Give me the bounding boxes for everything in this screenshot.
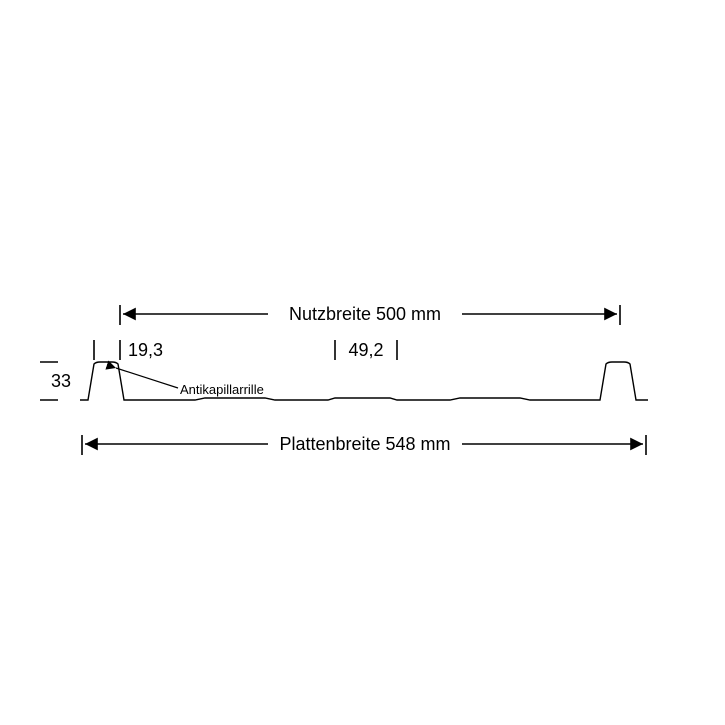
antikapillarrille-callout: Antikapillarrille (116, 368, 264, 397)
dim-plattenbreite: Plattenbreite 548 mm (82, 434, 646, 455)
dim-center: 49,2 (335, 340, 397, 360)
profile-diagram: Nutzbreite 500 mm Plattenbreite 548 mm 3… (0, 0, 725, 725)
antikapillarrille-label: Antikapillarrille (180, 382, 264, 397)
plattenbreite-label: Plattenbreite 548 mm (279, 434, 450, 454)
dim-height: 33 (40, 362, 71, 400)
rib-width-label: 19,3 (128, 340, 163, 360)
center-dim-label: 49,2 (348, 340, 383, 360)
dim-nutzbreite: Nutzbreite 500 mm (120, 304, 620, 325)
profile-outline (80, 362, 648, 400)
nutzbreite-label: Nutzbreite 500 mm (289, 304, 441, 324)
height-label: 33 (51, 371, 71, 391)
dim-rib-width: 19,3 (94, 340, 163, 360)
